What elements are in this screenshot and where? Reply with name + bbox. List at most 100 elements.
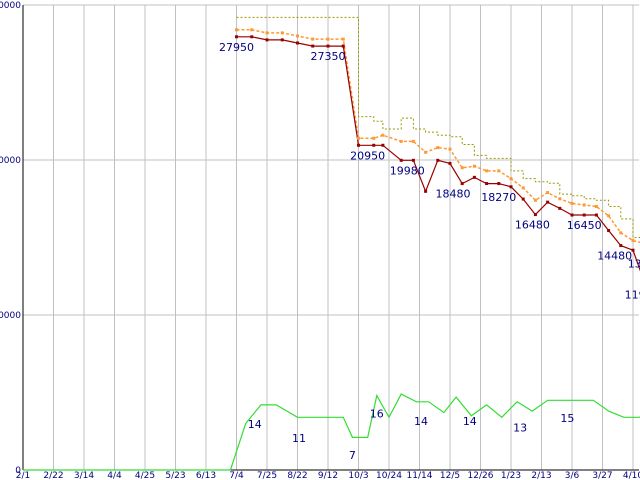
upper-orange-point bbox=[631, 239, 635, 243]
data-label: 16480 bbox=[515, 219, 550, 232]
data-label: 16 bbox=[370, 407, 384, 420]
x-tick-label: 10/3 bbox=[348, 471, 368, 480]
upper-orange-point bbox=[280, 31, 284, 35]
upper-orange-point bbox=[311, 37, 315, 41]
upper-olive-series-line bbox=[236, 16, 640, 238]
volume-series-line bbox=[23, 393, 640, 471]
price-point bbox=[460, 182, 464, 186]
price-point bbox=[582, 213, 586, 217]
upper-orange-point bbox=[424, 150, 428, 154]
price-point bbox=[448, 161, 452, 165]
price-point bbox=[631, 248, 635, 252]
data-label: 14 bbox=[248, 418, 262, 431]
x-tick-label: 11/14 bbox=[407, 471, 433, 480]
data-label: 14480 bbox=[597, 250, 632, 263]
upper-orange-point bbox=[533, 198, 537, 202]
price-point bbox=[607, 229, 611, 233]
data-label: 7 bbox=[349, 449, 356, 462]
price-point bbox=[558, 206, 562, 210]
x-tick-label: 4/10 bbox=[623, 471, 640, 480]
x-tick-label: 7/4 bbox=[229, 471, 244, 480]
x-tick-label: 4/25 bbox=[135, 471, 155, 480]
price-point bbox=[509, 185, 513, 189]
data-label: 27950 bbox=[219, 41, 254, 54]
x-tick-label: 2/1 bbox=[16, 471, 30, 480]
y-tick-label: 10000 bbox=[0, 311, 21, 321]
price-point bbox=[594, 213, 598, 217]
data-label: 20950 bbox=[350, 149, 385, 162]
x-tick-label: 6/13 bbox=[196, 471, 216, 480]
x-tick-label: 2/13 bbox=[531, 471, 551, 480]
x-tick-label: 3/14 bbox=[74, 471, 94, 480]
data-label: 13980 bbox=[628, 257, 640, 270]
upper-orange-point bbox=[326, 37, 330, 41]
x-tick-label: 9/12 bbox=[318, 471, 338, 480]
data-label: 11980 bbox=[625, 288, 640, 301]
y-tick-label: 20000 bbox=[0, 156, 21, 166]
price-point bbox=[546, 200, 550, 204]
x-tick-label: 3/27 bbox=[592, 471, 612, 480]
upper-orange-point bbox=[250, 28, 254, 32]
price-point bbox=[250, 35, 254, 39]
price-point bbox=[472, 175, 476, 179]
upper-orange-point bbox=[381, 133, 385, 137]
price-point bbox=[235, 35, 238, 39]
price-point bbox=[341, 44, 345, 48]
x-tick-label: 4/4 bbox=[107, 471, 122, 480]
upper-orange-point bbox=[485, 169, 489, 173]
price-point bbox=[619, 244, 623, 248]
price-point bbox=[521, 197, 525, 201]
upper-orange-point bbox=[265, 31, 269, 35]
upper-orange-point bbox=[235, 28, 238, 32]
upper-orange-point bbox=[497, 169, 501, 173]
upper-orange-point bbox=[472, 164, 476, 168]
x-tick-label: 3/6 bbox=[565, 471, 580, 480]
data-label: 27350 bbox=[311, 50, 346, 63]
x-tick-label: 2/22 bbox=[43, 471, 63, 480]
data-label: 13 bbox=[513, 421, 527, 434]
price-point bbox=[424, 189, 428, 193]
upper-orange-point bbox=[546, 191, 550, 195]
x-tick-label: 8/22 bbox=[287, 471, 307, 480]
y-tick-label: 0 bbox=[15, 466, 21, 476]
data-labels: 27950 27350 20950 19980 18480 18270 16480 16450… bbox=[219, 41, 640, 462]
price-series-line bbox=[236, 36, 640, 272]
upper-orange-point bbox=[619, 231, 623, 235]
x-tick-label: 1/23 bbox=[501, 471, 521, 480]
price-point bbox=[497, 182, 501, 186]
upper-orange-point bbox=[411, 139, 415, 143]
upper-orange-point bbox=[357, 136, 360, 140]
price-point bbox=[399, 158, 403, 162]
price-point bbox=[357, 143, 360, 147]
upper-orange-point bbox=[296, 34, 299, 38]
price-point bbox=[265, 38, 269, 42]
data-label: 14 bbox=[463, 415, 477, 428]
y-tick-label: 30000 bbox=[0, 1, 21, 11]
data-label: 15 bbox=[560, 412, 574, 425]
price-point bbox=[485, 182, 489, 186]
chart-axes bbox=[22, 5, 639, 471]
series-markers bbox=[235, 28, 635, 252]
price-point bbox=[296, 41, 299, 45]
upper-orange-point bbox=[372, 136, 376, 140]
data-label: 19980 bbox=[390, 164, 425, 177]
upper-orange-point bbox=[341, 37, 345, 41]
x-tick-label: 12/26 bbox=[468, 471, 494, 480]
upper-orange-point bbox=[460, 166, 464, 170]
upper-orange-point bbox=[607, 214, 611, 218]
price-point bbox=[436, 158, 440, 162]
upper-orange-point bbox=[521, 186, 525, 190]
y-tick-labels: 0 10000 20000 30000 bbox=[0, 1, 21, 476]
x-tick-labels: 2/1 2/22 3/14 4/4 4/25 5/23 6/13 7/4 7/25 8/22 9/1… bbox=[16, 471, 640, 480]
x-tick-label: 5/23 bbox=[165, 471, 185, 480]
x-tick-label: 7/25 bbox=[257, 471, 277, 480]
upper-orange-point bbox=[558, 197, 562, 201]
data-label: 18480 bbox=[436, 188, 471, 201]
data-label: 18270 bbox=[481, 191, 516, 204]
price-point bbox=[411, 158, 415, 162]
price-point bbox=[570, 213, 574, 217]
data-label: 14 bbox=[414, 415, 428, 428]
price-point bbox=[381, 143, 385, 147]
price-point bbox=[372, 143, 376, 147]
